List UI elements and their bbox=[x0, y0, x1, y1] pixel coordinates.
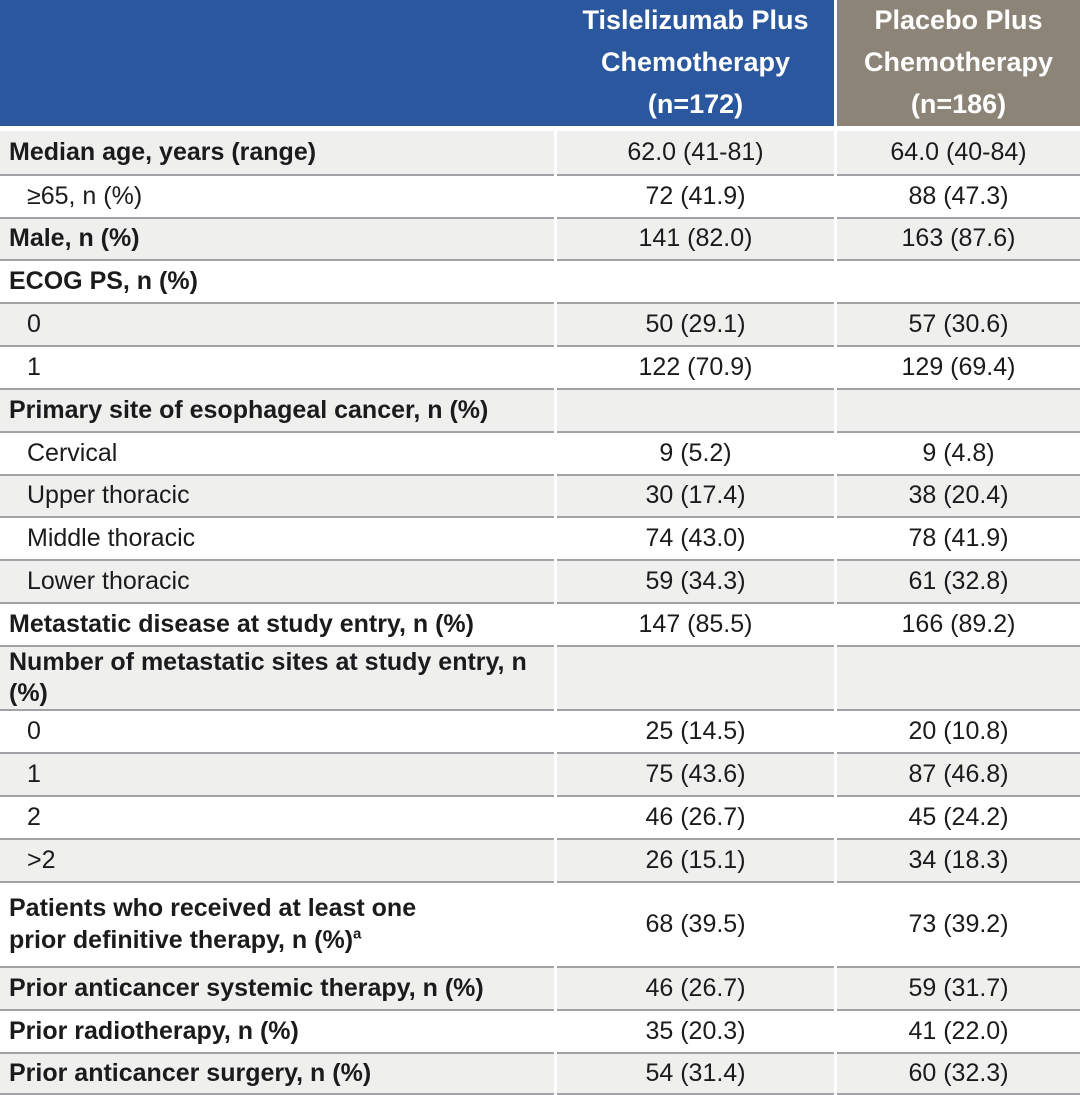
row-label: Prior radiotherapy, n (%) bbox=[0, 1009, 554, 1053]
table-row: Primary site of esophageal cancer, n (%) bbox=[0, 387, 1080, 431]
table-row: Prior anticancer surgery, n (%) 54 (31.4)… bbox=[0, 1052, 1080, 1095]
value-tislelizumab: 74 (43.0) bbox=[557, 516, 834, 560]
value-placebo: 166 (89.2) bbox=[837, 602, 1080, 645]
value-placebo: 87 (46.8) bbox=[837, 752, 1080, 796]
row-label: Cervical bbox=[0, 430, 554, 474]
row-label: Primary site of esophageal cancer, n (%) bbox=[0, 387, 554, 431]
table-body: Median age, years (range) 62.0 (41-81) 64.… bbox=[0, 131, 1080, 1095]
value-tislelizumab bbox=[557, 259, 834, 303]
value-tislelizumab bbox=[557, 644, 834, 710]
table-row: 0 50 (29.1) 57 (30.6) bbox=[0, 302, 1080, 346]
table-row: Lower thoracic 59 (34.3) 61 (32.8) bbox=[0, 559, 1080, 603]
value-tislelizumab bbox=[557, 387, 834, 431]
table-row: Prior radiotherapy, n (%) 35 (20.3) 41 (22… bbox=[0, 1009, 1080, 1053]
row-label: 1 bbox=[0, 752, 554, 796]
column-header-placebo: Placebo Plus Chemotherapy (n=186) bbox=[863, 5, 1054, 119]
value-placebo: 129 (69.4) bbox=[837, 345, 1080, 388]
table-row: 1 75 (43.6) 87 (46.8) bbox=[0, 752, 1080, 796]
value-tislelizumab: 68 (39.5) bbox=[557, 880, 834, 967]
value-placebo: 45 (24.2) bbox=[837, 795, 1080, 838]
value-placebo: 41 (22.0) bbox=[837, 1009, 1080, 1053]
value-tislelizumab: 62.0 (41-81) bbox=[557, 131, 834, 174]
table-row: ≥65, n (%) 72 (41.9) 88 (47.3) bbox=[0, 173, 1080, 217]
table-row: Upper thoracic 30 (17.4) 38 (20.4) bbox=[0, 473, 1080, 517]
row-label: Median age, years (range) bbox=[0, 131, 554, 174]
table-row: 2 46 (26.7) 45 (24.2) bbox=[0, 795, 1080, 838]
value-placebo: 61 (32.8) bbox=[837, 559, 1080, 603]
table-row: 1 122 (70.9) 129 (69.4) bbox=[0, 345, 1080, 388]
table-row: Patients who received at least one prior… bbox=[0, 880, 1080, 967]
value-tislelizumab: 30 (17.4) bbox=[557, 473, 834, 517]
value-tislelizumab: 122 (70.9) bbox=[557, 345, 834, 388]
column-header-tislelizumab: Tislelizumab Plus Chemotherapy (n=172) bbox=[582, 5, 809, 119]
table-row: Median age, years (range) 62.0 (41-81) 64.… bbox=[0, 131, 1080, 174]
value-placebo: 9 (4.8) bbox=[837, 430, 1080, 474]
value-placebo: 88 (47.3) bbox=[837, 173, 1080, 217]
row-label: >2 bbox=[0, 837, 554, 881]
table-row: ECOG PS, n (%) bbox=[0, 259, 1080, 303]
row-label: ≥65, n (%) bbox=[0, 173, 554, 217]
row-label: Male, n (%) bbox=[0, 216, 554, 260]
value-tislelizumab: 59 (34.3) bbox=[557, 559, 834, 603]
value-tislelizumab: 54 (31.4) bbox=[557, 1052, 834, 1095]
value-tislelizumab: 141 (82.0) bbox=[557, 216, 834, 260]
row-label: 0 bbox=[0, 709, 554, 753]
row-label: Patients who received at least one prior… bbox=[0, 880, 554, 967]
table-row: 0 25 (14.5) 20 (10.8) bbox=[0, 709, 1080, 753]
value-placebo bbox=[837, 644, 1080, 710]
table-row: Prior anticancer systemic therapy, n (%)… bbox=[0, 966, 1080, 1010]
value-placebo: 59 (31.7) bbox=[837, 966, 1080, 1010]
table-row: Middle thoracic 74 (43.0) 78 (41.9) bbox=[0, 516, 1080, 560]
value-tislelizumab: 46 (26.7) bbox=[557, 966, 834, 1010]
value-placebo: 163 (87.6) bbox=[837, 216, 1080, 260]
value-placebo: 34 (18.3) bbox=[837, 837, 1080, 881]
value-placebo: 78 (41.9) bbox=[837, 516, 1080, 560]
value-placebo: 57 (30.6) bbox=[837, 302, 1080, 346]
header-cell-tislelizumab: Tislelizumab Plus Chemotherapy (n=172) bbox=[0, 0, 834, 126]
table-row: Cervical 9 (5.2) 9 (4.8) bbox=[0, 430, 1080, 474]
table-row: Male, n (%) 141 (82.0) 163 (87.6) bbox=[0, 216, 1080, 260]
value-placebo: 38 (20.4) bbox=[837, 473, 1080, 517]
row-label: Lower thoracic bbox=[0, 559, 554, 603]
table-header: Tislelizumab Plus Chemotherapy (n=172) P… bbox=[0, 0, 1080, 126]
value-tislelizumab: 26 (15.1) bbox=[557, 837, 834, 881]
table-row: Metastatic disease at study entry, n (%)… bbox=[0, 602, 1080, 645]
header-cell-placebo: Placebo Plus Chemotherapy (n=186) bbox=[837, 0, 1080, 126]
value-tislelizumab: 50 (29.1) bbox=[557, 302, 834, 346]
row-label: Prior anticancer systemic therapy, n (%) bbox=[0, 966, 554, 1010]
value-placebo: 20 (10.8) bbox=[837, 709, 1080, 753]
row-label: Prior anticancer surgery, n (%) bbox=[0, 1052, 554, 1095]
row-label: Number of metastatic sites at study entr… bbox=[0, 644, 554, 710]
row-label: Middle thoracic bbox=[0, 516, 554, 560]
value-tislelizumab: 9 (5.2) bbox=[557, 430, 834, 474]
value-placebo: 60 (32.3) bbox=[837, 1052, 1080, 1095]
value-tislelizumab: 72 (41.9) bbox=[557, 173, 834, 217]
row-label: 2 bbox=[0, 795, 554, 838]
row-label: Upper thoracic bbox=[0, 473, 554, 517]
value-placebo: 64.0 (40-84) bbox=[837, 131, 1080, 174]
value-tislelizumab: 147 (85.5) bbox=[557, 602, 834, 645]
row-label: 1 bbox=[0, 345, 554, 388]
row-label: 0 bbox=[0, 302, 554, 346]
value-tislelizumab: 46 (26.7) bbox=[557, 795, 834, 838]
footnote-marker: a bbox=[353, 925, 362, 943]
value-placebo: 73 (39.2) bbox=[837, 880, 1080, 967]
table-row: >2 26 (15.1) 34 (18.3) bbox=[0, 837, 1080, 881]
value-placebo bbox=[837, 259, 1080, 303]
row-label: ECOG PS, n (%) bbox=[0, 259, 554, 303]
value-tislelizumab: 75 (43.6) bbox=[557, 752, 834, 796]
value-tislelizumab: 25 (14.5) bbox=[557, 709, 834, 753]
value-tislelizumab: 35 (20.3) bbox=[557, 1009, 834, 1053]
value-placebo bbox=[837, 387, 1080, 431]
table-row: Number of metastatic sites at study entr… bbox=[0, 644, 1080, 710]
row-label: Metastatic disease at study entry, n (%) bbox=[0, 602, 554, 645]
